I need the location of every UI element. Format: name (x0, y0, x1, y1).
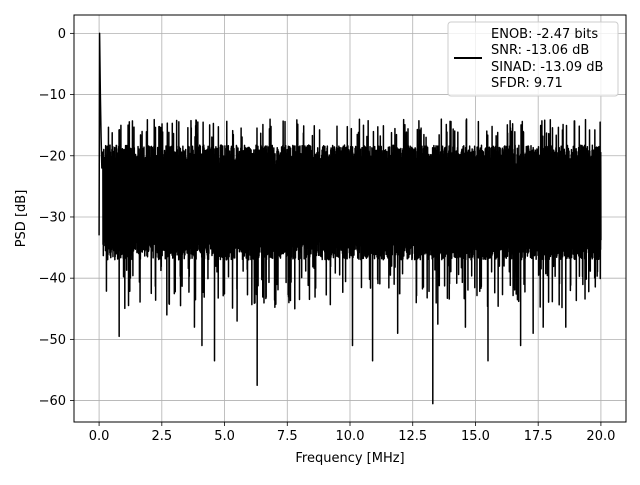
x-axis-ticks: 0.0 2.5 5.0 7.5 10.0 12.5 15.0 17.5 20.0 (89, 422, 615, 444)
x-tick-label: 10.0 (336, 429, 365, 444)
x-tick-label: 5.0 (214, 429, 235, 444)
legend-entry-sfdr: SFDR: 9.71 (491, 76, 563, 91)
x-tick-label: 12.5 (398, 429, 427, 444)
legend-entry-sinad: SINAD: -13.09 dB (491, 60, 603, 75)
x-axis-label: Frequency [MHz] (295, 451, 404, 466)
y-tick-label: −30 (39, 210, 66, 225)
y-tick-label: −50 (39, 333, 66, 348)
y-tick-label: 0 (58, 27, 66, 42)
y-tick-label: −60 (39, 394, 66, 409)
legend-entry-snr: SNR: -13.06 dB (491, 43, 589, 58)
legend-box (447, 21, 619, 97)
x-tick-label: 15.0 (461, 429, 490, 444)
psd-series-line (98, 32, 602, 405)
y-axis-ticks: 0 −10 −20 −30 −40 −50 −60 (39, 27, 74, 409)
x-tick-label: 7.5 (277, 429, 298, 444)
legend: ENOB: -2.47 bits SNR: -13.06 dB SINAD: -… (447, 21, 619, 97)
y-tick-label: −20 (39, 149, 66, 164)
x-tick-label: 20.0 (586, 429, 615, 444)
x-tick-label: 2.5 (151, 429, 172, 444)
x-tick-label: 0.0 (89, 429, 110, 444)
legend-entry-enob: ENOB: -2.47 bits (491, 27, 598, 42)
series-layer (98, 32, 602, 405)
y-tick-label: −40 (39, 272, 66, 287)
y-tick-label: −10 (39, 88, 66, 103)
x-tick-label: 17.5 (524, 429, 553, 444)
y-axis-label: PSD [dB] (14, 190, 29, 248)
